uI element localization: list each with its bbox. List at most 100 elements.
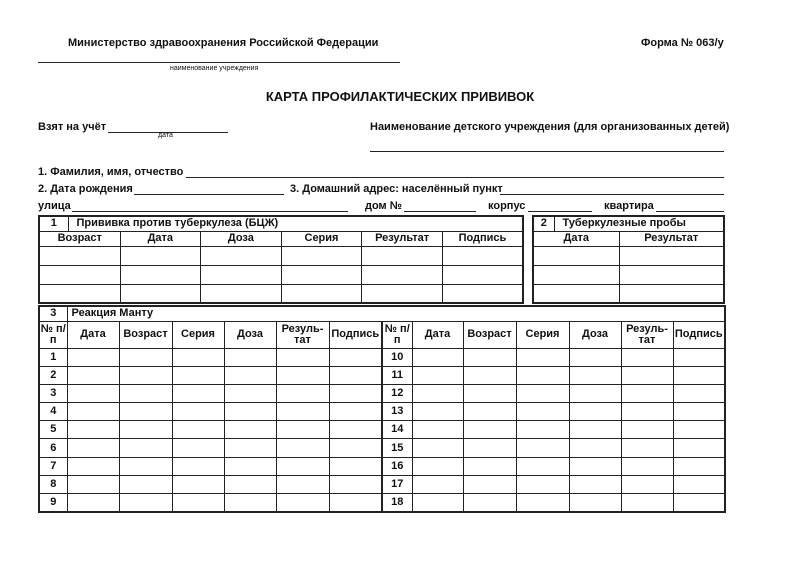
table-cell[interactable]: [441, 283, 524, 304]
table-cell[interactable]: [620, 365, 674, 385]
table-cell[interactable]: [328, 383, 383, 404]
table-cell[interactable]: [275, 420, 330, 440]
table-cell[interactable]: [568, 474, 622, 495]
table-cell[interactable]: [411, 347, 464, 367]
table-cell[interactable]: [620, 420, 674, 440]
table-cell[interactable]: [223, 474, 277, 495]
table-cell[interactable]: [223, 365, 277, 385]
table-cell[interactable]: [672, 383, 726, 404]
table-cell[interactable]: [38, 264, 121, 285]
table-cell[interactable]: [200, 245, 282, 266]
table-cell[interactable]: [515, 474, 570, 495]
table-cell[interactable]: [328, 438, 383, 458]
table-cell[interactable]: [672, 456, 726, 476]
table-cell[interactable]: [223, 347, 277, 367]
table-cell[interactable]: [328, 347, 383, 367]
table-cell[interactable]: [280, 245, 363, 266]
table-cell[interactable]: [328, 474, 383, 495]
table-cell[interactable]: [672, 492, 726, 513]
table-cell[interactable]: [568, 438, 622, 458]
table-cell[interactable]: [280, 283, 363, 304]
table-cell[interactable]: [118, 365, 173, 385]
table-cell[interactable]: [620, 492, 674, 513]
table-cell[interactable]: [66, 492, 120, 513]
table-cell[interactable]: [462, 383, 517, 404]
table-cell[interactable]: [672, 365, 726, 385]
table-cell[interactable]: [568, 420, 622, 440]
table-cell[interactable]: [171, 492, 225, 513]
table-cell[interactable]: [361, 264, 443, 285]
registered-field[interactable]: [108, 132, 228, 133]
table-cell[interactable]: [38, 245, 121, 266]
table-cell[interactable]: [200, 264, 282, 285]
table-cell[interactable]: [275, 438, 330, 458]
table-cell[interactable]: [66, 438, 120, 458]
table-cell[interactable]: [275, 456, 330, 476]
table-cell[interactable]: [171, 438, 225, 458]
table-cell[interactable]: [275, 383, 330, 404]
table-cell[interactable]: [119, 283, 202, 304]
table-cell[interactable]: [515, 456, 570, 476]
table-cell[interactable]: [462, 365, 517, 385]
table-cell[interactable]: [66, 456, 120, 476]
table-cell[interactable]: [441, 245, 524, 266]
table-cell[interactable]: [568, 492, 622, 513]
table-cell[interactable]: [515, 492, 570, 513]
table-cell[interactable]: [119, 245, 202, 266]
table-cell[interactable]: [118, 456, 173, 476]
table-cell[interactable]: [515, 438, 570, 458]
table-cell[interactable]: [66, 365, 120, 385]
building-field[interactable]: [528, 211, 592, 212]
table-cell[interactable]: [118, 492, 173, 513]
table-cell[interactable]: [532, 264, 620, 285]
table-cell[interactable]: [515, 383, 570, 404]
table-cell[interactable]: [462, 474, 517, 495]
table-cell[interactable]: [568, 402, 622, 422]
table-cell[interactable]: [515, 347, 570, 367]
table-cell[interactable]: [620, 347, 674, 367]
table-cell[interactable]: [411, 402, 464, 422]
table-cell[interactable]: [275, 347, 330, 367]
table-cell[interactable]: [328, 365, 383, 385]
table-cell[interactable]: [568, 383, 622, 404]
table-cell[interactable]: [620, 438, 674, 458]
address-field[interactable]: [500, 194, 724, 195]
table-cell[interactable]: [118, 383, 173, 404]
table-cell[interactable]: [328, 492, 383, 513]
table-cell[interactable]: [118, 420, 173, 440]
table-cell[interactable]: [618, 283, 725, 304]
table-cell[interactable]: [620, 456, 674, 476]
table-cell[interactable]: [171, 347, 225, 367]
table-cell[interactable]: [361, 245, 443, 266]
table-cell[interactable]: [411, 492, 464, 513]
table-cell[interactable]: [171, 474, 225, 495]
table-cell[interactable]: [223, 402, 277, 422]
table-cell[interactable]: [328, 420, 383, 440]
table-cell[interactable]: [66, 383, 120, 404]
table-cell[interactable]: [118, 347, 173, 367]
table-cell[interactable]: [620, 474, 674, 495]
table-cell[interactable]: [532, 283, 620, 304]
table-cell[interactable]: [411, 420, 464, 440]
table-cell[interactable]: [411, 438, 464, 458]
table-cell[interactable]: [411, 474, 464, 495]
table-cell[interactable]: [275, 402, 330, 422]
table-cell[interactable]: [171, 456, 225, 476]
table-cell[interactable]: [171, 383, 225, 404]
table-cell[interactable]: [171, 420, 225, 440]
table-cell[interactable]: [672, 402, 726, 422]
table-cell[interactable]: [441, 264, 524, 285]
table-cell[interactable]: [223, 383, 277, 404]
table-cell[interactable]: [568, 365, 622, 385]
apartment-field[interactable]: [656, 211, 724, 212]
table-cell[interactable]: [275, 492, 330, 513]
table-cell[interactable]: [223, 492, 277, 513]
table-cell[interactable]: [672, 438, 726, 458]
table-cell[interactable]: [361, 283, 443, 304]
table-cell[interactable]: [280, 264, 363, 285]
table-cell[interactable]: [66, 420, 120, 440]
table-cell[interactable]: [672, 347, 726, 367]
table-cell[interactable]: [411, 383, 464, 404]
table-cell[interactable]: [118, 402, 173, 422]
table-cell[interactable]: [171, 402, 225, 422]
